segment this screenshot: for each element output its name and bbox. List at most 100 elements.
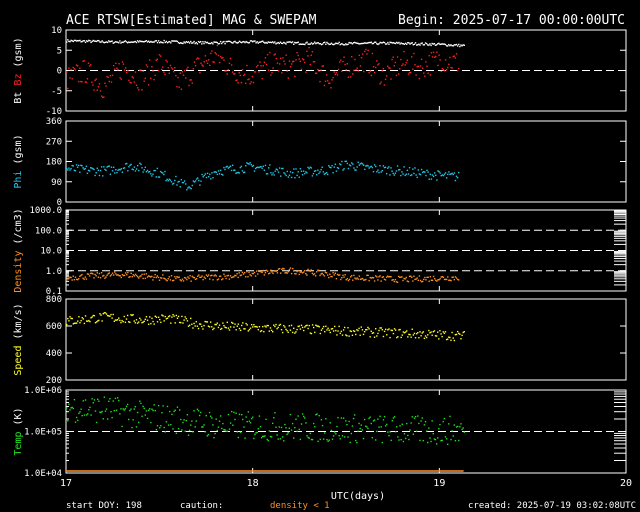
- data-point-density: [281, 268, 283, 271]
- data-point-bz: [87, 62, 90, 64]
- data-point-speed: [268, 330, 271, 332]
- data-point-temp: [433, 438, 436, 440]
- data-point-bt: [219, 40, 222, 43]
- data-point-bt: [269, 41, 272, 44]
- data-point-bz: [432, 51, 435, 54]
- data-point-temp: [149, 408, 151, 410]
- data-point-density: [389, 275, 391, 278]
- data-point-bt: [393, 42, 396, 44]
- data-point-density: [261, 271, 263, 274]
- data-point-bt: [348, 41, 350, 44]
- data-point-bt: [203, 42, 205, 45]
- data-point-density: [270, 269, 272, 271]
- data-point-bt: [175, 40, 178, 42]
- data-point-phi: [130, 163, 132, 166]
- data-point-density: [276, 272, 279, 274]
- data-point-temp: [83, 414, 86, 416]
- data-point-speed: [346, 335, 348, 337]
- data-point-speed: [367, 326, 369, 329]
- data-point-bz: [393, 65, 395, 67]
- data-point-phi: [453, 172, 456, 174]
- data-point-bz: [253, 71, 256, 73]
- data-point-bt: [174, 40, 176, 42]
- data-point-speed: [325, 325, 327, 327]
- data-point-bt: [180, 42, 182, 44]
- data-point-density: [95, 275, 97, 277]
- data-point-density: [250, 275, 252, 277]
- data-point-temp: [141, 415, 143, 417]
- data-point-density: [334, 272, 337, 274]
- data-point-bz: [110, 81, 113, 83]
- data-point-speed: [206, 321, 209, 323]
- data-point-phi: [388, 166, 390, 168]
- data-point-speed: [352, 330, 355, 332]
- data-point-bt: [246, 41, 248, 44]
- data-point-bt: [168, 40, 171, 43]
- data-point-phi: [358, 164, 361, 166]
- data-point-density: [296, 270, 298, 273]
- data-point-bt: [160, 41, 162, 43]
- data-point-phi: [389, 174, 391, 176]
- data-point-phi: [247, 162, 249, 165]
- data-point-bt: [345, 43, 347, 45]
- data-point-density: [280, 272, 282, 274]
- data-point-temp: [289, 413, 292, 416]
- data-point-temp: [152, 409, 154, 412]
- data-point-bz: [341, 70, 343, 72]
- data-point-bt: [217, 43, 220, 45]
- data-point-phi: [251, 165, 254, 168]
- data-point-density: [136, 276, 139, 278]
- data-point-bz: [273, 54, 275, 56]
- data-point-phi: [128, 166, 130, 168]
- data-point-speed: [280, 328, 283, 331]
- data-point-bz: [99, 90, 102, 92]
- data-point-speed: [217, 326, 220, 329]
- data-point-phi: [338, 163, 341, 165]
- data-point-bz: [350, 56, 353, 58]
- data-point-bz: [259, 61, 261, 63]
- data-point-bt: [162, 42, 164, 44]
- data-point-temp: [130, 408, 132, 410]
- data-point-phi: [280, 175, 282, 177]
- data-point-density: [360, 278, 363, 280]
- data-point-bt: [280, 42, 283, 44]
- data-point-temp: [324, 432, 326, 434]
- data-point-temp: [97, 398, 99, 401]
- data-point-temp: [247, 411, 250, 413]
- data-point-speed: [425, 336, 428, 339]
- data-point-density: [221, 278, 223, 281]
- data-point-temp: [351, 425, 354, 427]
- data-point-phi: [129, 164, 131, 166]
- data-point-density: [80, 274, 82, 277]
- data-point-temp: [430, 440, 432, 443]
- data-point-speed: [176, 317, 179, 319]
- data-point-bt: [357, 42, 359, 45]
- data-point-bz: [86, 78, 89, 80]
- data-point-density: [348, 278, 351, 281]
- data-point-bz: [394, 61, 397, 64]
- data-point-bz: [381, 70, 383, 72]
- data-point-speed: [384, 328, 387, 331]
- data-point-phi: [167, 179, 169, 182]
- data-point-density: [399, 276, 401, 278]
- data-point-speed: [275, 323, 277, 326]
- data-point-bt: [444, 43, 447, 46]
- data-point-temp: [361, 429, 364, 431]
- data-point-phi: [119, 169, 121, 171]
- data-point-bz: [420, 58, 423, 61]
- data-point-bt: [341, 43, 344, 45]
- data-point-bz: [399, 68, 401, 70]
- data-point-bt: [150, 40, 152, 43]
- data-point-bz: [201, 64, 203, 66]
- data-point-bz: [78, 80, 80, 83]
- data-point-bz: [378, 63, 380, 65]
- data-point-speed: [300, 324, 303, 327]
- data-point-density: [167, 278, 169, 280]
- data-point-phi: [169, 179, 172, 181]
- data-point-phi: [419, 173, 422, 176]
- data-point-phi: [305, 171, 307, 173]
- data-point-phi: [268, 167, 270, 169]
- data-point-speed: [418, 337, 420, 339]
- data-point-bz: [349, 76, 352, 78]
